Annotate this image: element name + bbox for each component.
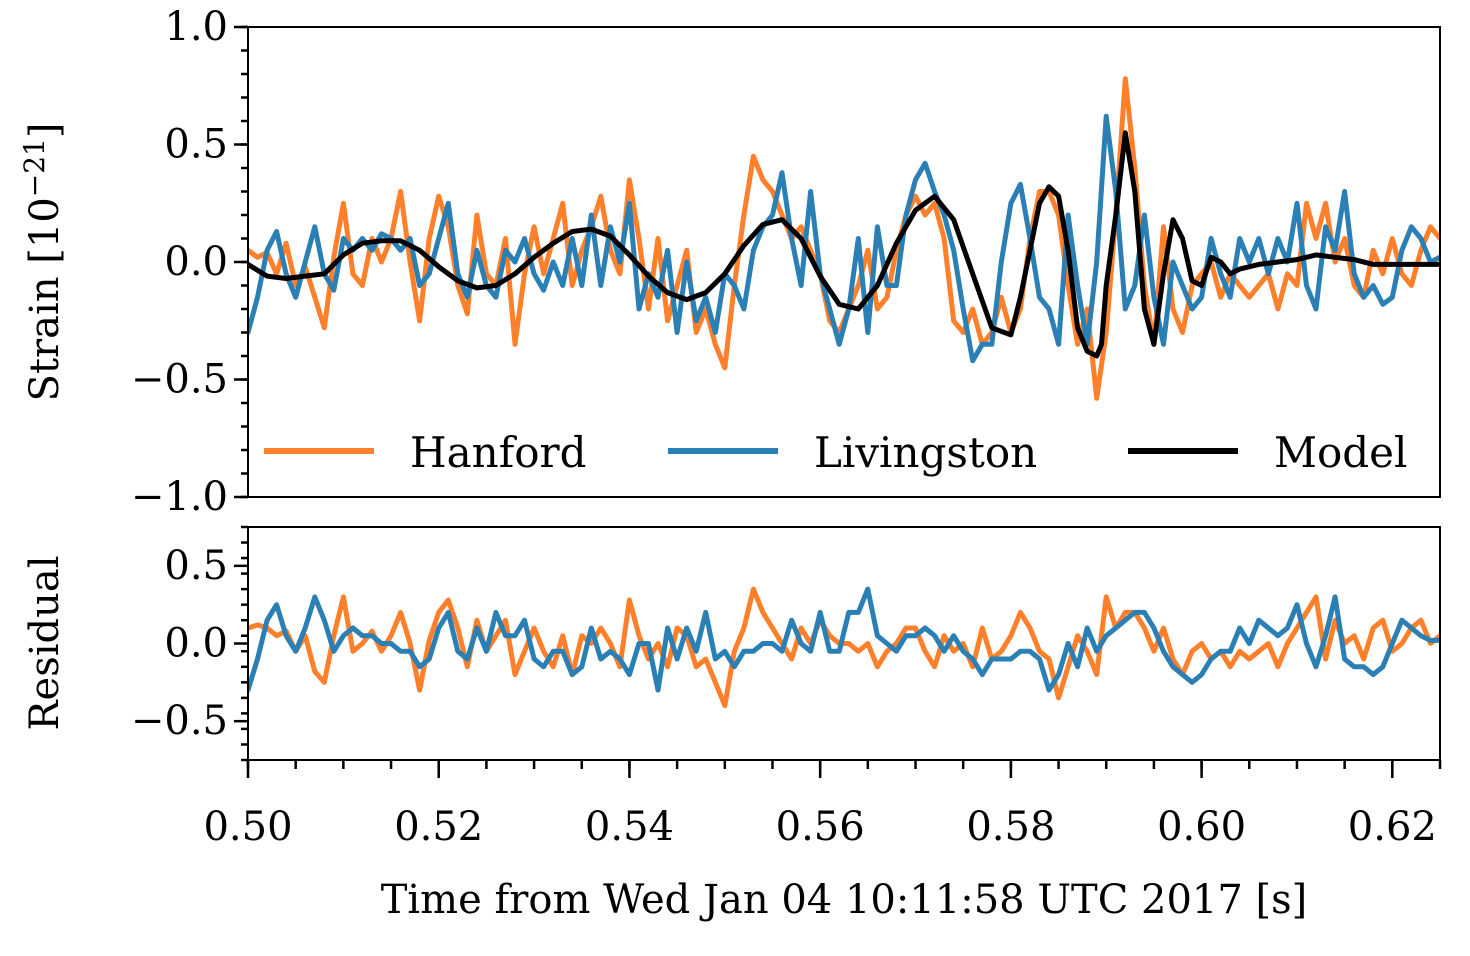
residual-series-livingston (248, 586, 1440, 693)
residual-ytick-label: −0.5 (131, 698, 228, 744)
strain-ytick-label: 1.0 (164, 4, 228, 50)
strain-ytick-label: −0.5 (131, 357, 228, 403)
xtick-label: 0.58 (966, 804, 1055, 850)
xtick-label: 0.56 (776, 804, 865, 850)
xtick-label: 0.62 (1348, 804, 1437, 850)
strain-ylabel: Strain [10−21] (18, 123, 68, 402)
legend-label-model: Model (1274, 428, 1407, 477)
residual-ylabel: Residual (22, 555, 68, 730)
residual-panel: 0.50.0−0.5 0.50 0.52 0.54 0.56 0.58 0.60 0.62 … (22, 525, 1442, 923)
xtick-label: 0.52 (394, 804, 483, 850)
strain-panel: 1.0 0.5 0.0 −0.5 −1.0 Strain [10−21] Hanford… (18, 4, 1441, 520)
strain-ytick-label: 0.0 (164, 239, 228, 285)
legend-label-hanford: Hanford (410, 428, 587, 477)
xtick-label: 0.60 (1157, 804, 1246, 850)
strain-series-livingston (248, 113, 1440, 364)
strain-ytick-label: 0.5 (164, 122, 228, 168)
residual-ytick-label: 0.5 (164, 543, 228, 589)
legend: Hanford Livingston Model (264, 428, 1407, 477)
residual-ytick-label: 0.0 (164, 621, 228, 667)
strain-ytick-label: −1.0 (131, 474, 228, 520)
xtick-label: 0.54 (585, 804, 674, 850)
x-axis-title: Time from Wed Jan 04 10:11:58 UTC 2017 [… (381, 877, 1308, 923)
residual-series-hanford (248, 586, 1440, 709)
legend-label-livingston: Livingston (814, 428, 1037, 477)
xtick-label: 0.50 (203, 804, 292, 850)
strain-series-model (248, 130, 1440, 359)
